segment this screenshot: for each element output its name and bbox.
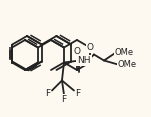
Text: OMe: OMe bbox=[117, 60, 137, 69]
Text: OMe: OMe bbox=[117, 60, 137, 69]
Text: F: F bbox=[45, 89, 51, 98]
Text: NH: NH bbox=[77, 56, 91, 65]
Text: NH: NH bbox=[77, 56, 91, 65]
Text: F: F bbox=[45, 89, 51, 98]
Text: OMe: OMe bbox=[114, 48, 133, 57]
Text: F: F bbox=[75, 89, 80, 98]
Text: O: O bbox=[87, 43, 93, 52]
Text: F: F bbox=[61, 95, 67, 104]
Text: OMe: OMe bbox=[114, 48, 133, 57]
Text: O: O bbox=[87, 43, 93, 52]
Text: O: O bbox=[74, 46, 80, 55]
Text: O: O bbox=[74, 46, 80, 55]
Text: F: F bbox=[75, 89, 80, 98]
Text: F: F bbox=[61, 95, 67, 104]
